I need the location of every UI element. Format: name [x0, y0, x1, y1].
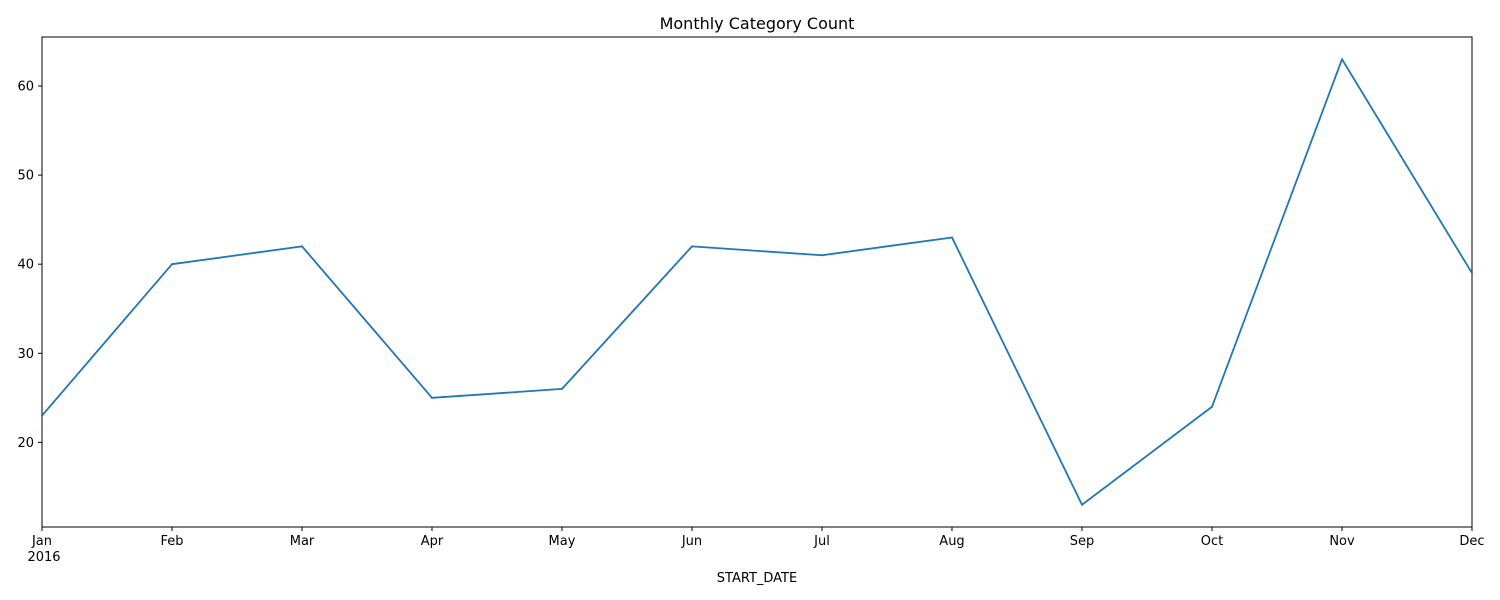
x-year-label: 2016 — [27, 550, 60, 565]
plot-area: 20 30 40 50 60 Jan Feb Mar Apr May Jun Jul Aug Sep Oc… — [17, 36, 1485, 565]
x-tick-label: May — [549, 534, 576, 549]
y-tick-label: 60 — [17, 80, 34, 95]
data-point — [1471, 272, 1473, 275]
data-point — [431, 396, 433, 399]
y-axis: 20 30 40 50 60 — [17, 80, 42, 451]
x-axis: Jan Feb Mar Apr May Jun Jul Aug Sep Oct Nov Dec 2016 — [27, 527, 1485, 565]
data-point — [1081, 503, 1083, 506]
x-tick-label: Jun — [681, 534, 702, 549]
y-tick-label: 20 — [17, 436, 34, 451]
x-tick-label: Sep — [1070, 534, 1095, 549]
x-axis-label: START_DATE — [717, 571, 797, 586]
plot-frame — [41, 36, 1473, 528]
x-tick-label: Oct — [1201, 534, 1223, 549]
data-point — [821, 254, 823, 257]
data-point — [691, 245, 693, 248]
chart-title: Monthly Category Count — [660, 14, 855, 33]
data-point — [1211, 405, 1213, 408]
data-point — [561, 387, 563, 390]
x-tick-label: Jan — [31, 534, 52, 549]
data-point — [41, 414, 43, 417]
data-point — [301, 245, 303, 248]
series-line — [41, 58, 1473, 506]
x-tick-label: Nov — [1329, 534, 1355, 549]
data-point — [1341, 58, 1343, 61]
x-tick-label: Jul — [813, 534, 830, 549]
x-tick-label: Feb — [160, 534, 183, 549]
x-tick-label: Apr — [421, 534, 444, 549]
y-tick-label: 30 — [17, 347, 34, 362]
x-tick-label: Dec — [1459, 534, 1484, 549]
x-tick-label: Mar — [290, 534, 315, 549]
x-tick-label: Aug — [939, 534, 964, 549]
y-tick-label: 40 — [17, 258, 34, 273]
data-point — [171, 263, 173, 266]
data-point — [951, 236, 953, 239]
series-layer — [41, 58, 1473, 506]
y-tick-label: 50 — [17, 169, 34, 184]
